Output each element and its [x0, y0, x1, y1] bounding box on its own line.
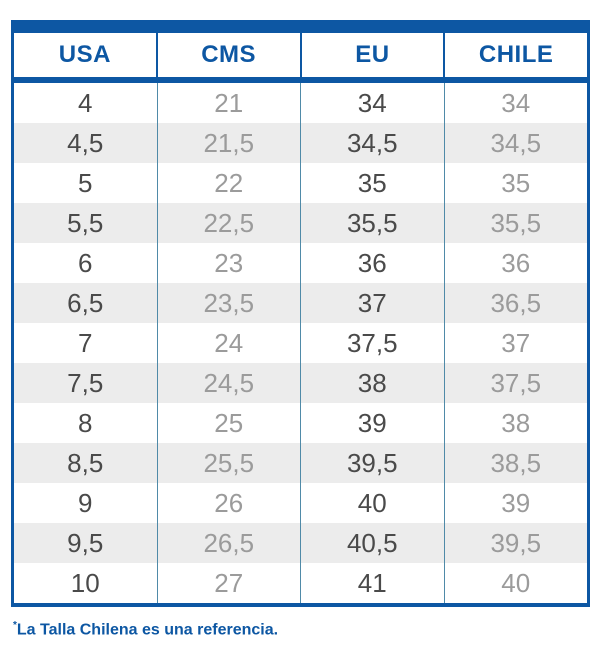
- header-divider-bar: [14, 77, 587, 83]
- size-cell: 21: [156, 83, 301, 123]
- column-header-eu: EU: [299, 33, 444, 77]
- size-cell: 40,5: [300, 523, 444, 563]
- size-cell: 8,5: [67, 448, 104, 478]
- table-row: 10 27 41 40: [14, 563, 587, 603]
- table-row: 5,5 22,5 35,5 35,5: [14, 203, 587, 243]
- size-cell: 41: [300, 563, 444, 603]
- size-cell: 37,5: [300, 323, 444, 363]
- size-cell: 39: [300, 403, 444, 443]
- size-cell: 4,5: [67, 128, 104, 158]
- size-cell: 34,5: [443, 123, 588, 163]
- size-cell: 23: [156, 243, 301, 283]
- column-header-cms: CMS: [155, 33, 300, 77]
- size-cell: 27: [156, 563, 301, 603]
- table-row: 6,5 23,5 37 36,5: [14, 283, 587, 323]
- column-header-chile: CHILE: [443, 33, 587, 77]
- size-cell: 36,5: [443, 283, 588, 323]
- size-cell: 9: [78, 488, 93, 518]
- table-row: 8 25 39 38: [14, 403, 587, 443]
- size-table: USA CMS EU CHILE 4 21 34 34 4,5 21,5 34,5 34,5 5…: [11, 20, 590, 607]
- table-row: 4,5 21,5 34,5 34,5: [14, 123, 587, 163]
- size-cell: 35,5: [443, 203, 588, 243]
- size-cell: 24: [156, 323, 301, 363]
- size-cell: 25: [156, 403, 301, 443]
- size-cell: 8: [78, 408, 93, 438]
- size-cell: 35: [300, 163, 444, 203]
- size-cell: 37: [300, 283, 444, 323]
- size-cell: 22,5: [156, 203, 301, 243]
- size-cell: 5: [78, 168, 93, 198]
- size-cell: 9,5: [67, 528, 104, 558]
- size-cell: 35,5: [300, 203, 444, 243]
- size-cell: 34: [443, 83, 588, 123]
- footnote-text: La Talla Chilena es una referencia.: [16, 621, 279, 639]
- column-header-usa: USA: [58, 41, 111, 68]
- size-cell: 39,5: [443, 523, 588, 563]
- size-cell: 36: [300, 243, 444, 283]
- size-cell: 7,5: [67, 368, 104, 398]
- table-row: 7 24 37,5 37: [14, 323, 587, 363]
- size-cell: 23,5: [156, 283, 301, 323]
- size-cell: 37: [443, 323, 588, 363]
- table-top-bar: [14, 20, 587, 33]
- size-cell: 21,5: [156, 123, 301, 163]
- size-cell: 7: [78, 328, 93, 358]
- table-row: 6 23 36 36: [14, 243, 587, 283]
- size-cell: 5,5: [67, 208, 104, 238]
- footnote-asterisk: *: [13, 620, 17, 631]
- size-cell: 38: [300, 363, 444, 403]
- size-cell: 39,5: [300, 443, 444, 483]
- size-cell: 38,5: [443, 443, 588, 483]
- size-cell: 38: [443, 403, 588, 443]
- size-cell: 40: [443, 563, 588, 603]
- size-cell: 6: [78, 248, 93, 278]
- size-cell: 35: [443, 163, 588, 203]
- size-cell: 39: [443, 483, 588, 523]
- size-cell: 37,5: [443, 363, 588, 403]
- size-cell: 40: [300, 483, 444, 523]
- size-cell: 24,5: [156, 363, 301, 403]
- table-body: 4 21 34 34 4,5 21,5 34,5 34,5 5 22 35 35 5,5 22,5 35,5…: [14, 83, 587, 603]
- table-row: 8,5 25,5 39,5 38,5: [14, 443, 587, 483]
- table-row: 4 21 34 34: [14, 83, 587, 123]
- table-row: 5 22 35 35: [14, 163, 587, 203]
- size-cell: 26,5: [156, 523, 301, 563]
- table-row: 9 26 40 39: [14, 483, 587, 523]
- size-cell: 22: [156, 163, 301, 203]
- table-row: 9,5 26,5 40,5 39,5: [14, 523, 587, 563]
- size-cell: 6,5: [67, 288, 104, 318]
- size-cell: 26: [156, 483, 301, 523]
- size-cell: 36: [443, 243, 588, 283]
- table-row: 7,5 24,5 38 37,5: [14, 363, 587, 403]
- size-cell: 10: [70, 568, 100, 598]
- size-cell: 34,5: [300, 123, 444, 163]
- table-header-row: USA CMS EU CHILE: [14, 33, 587, 77]
- footnote: *La Talla Chilena es una referencia.: [13, 620, 278, 639]
- size-cell: 34: [300, 83, 444, 123]
- size-cell: 25,5: [156, 443, 301, 483]
- size-cell: 4: [78, 88, 93, 118]
